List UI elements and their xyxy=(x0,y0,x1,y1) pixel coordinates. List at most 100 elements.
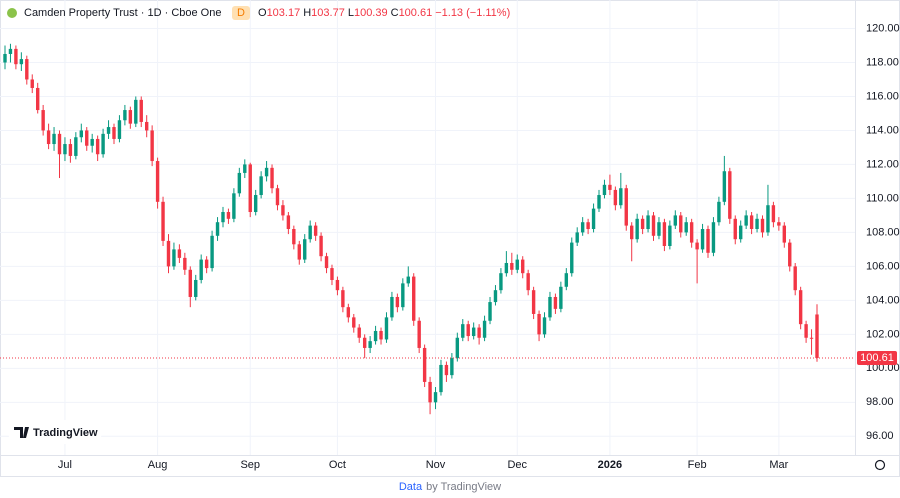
logo-bg xyxy=(8,420,102,444)
candle-body xyxy=(815,314,819,358)
last-price-tag xyxy=(857,350,897,365)
candle-body xyxy=(346,307,351,318)
candle-body xyxy=(281,205,285,216)
y-tick-label: 116.00 xyxy=(866,90,899,102)
candle-body xyxy=(172,249,176,267)
candle-body xyxy=(117,120,122,139)
candle-body xyxy=(471,327,476,337)
badge: D xyxy=(237,7,245,19)
candle-body xyxy=(183,257,187,270)
x-tick-label: Mar xyxy=(769,459,788,471)
y-tick-label: 112.00 xyxy=(866,158,899,170)
candle-body xyxy=(134,99,138,124)
candle-body xyxy=(68,144,73,156)
candle-body xyxy=(521,259,525,274)
candle-body xyxy=(379,330,383,340)
y-tick-label: 114.00 xyxy=(866,124,899,136)
settings-icon[interactable] xyxy=(874,459,886,471)
candle-body xyxy=(760,218,765,233)
candle-body xyxy=(619,188,623,206)
candle-body xyxy=(493,290,498,303)
symbol-logo xyxy=(7,8,17,18)
candle-body xyxy=(139,99,143,122)
footer-text: by TradingView xyxy=(426,481,501,493)
candle-body xyxy=(613,189,618,206)
candle-body xyxy=(253,195,258,213)
candle-body xyxy=(390,296,394,318)
candle-body xyxy=(433,392,438,403)
candle-body xyxy=(101,133,105,155)
candle-body xyxy=(788,242,792,267)
candle-body xyxy=(499,273,503,291)
candle-body xyxy=(793,266,797,291)
candle-body xyxy=(771,205,776,223)
x-tick-label: Dec xyxy=(507,459,527,471)
candle-body xyxy=(199,259,203,280)
plot xyxy=(0,43,855,415)
candle-body xyxy=(668,225,672,246)
candle-body xyxy=(733,218,737,240)
x-tick-label: Jul xyxy=(58,459,72,471)
change: −1.13 (−1.11%) xyxy=(435,7,510,19)
logo: TradingView xyxy=(8,420,102,444)
y-tick-label: 120.00 xyxy=(866,22,900,34)
candle-body xyxy=(417,320,421,348)
y-tick-label: 106.00 xyxy=(866,260,900,272)
candle-body xyxy=(461,324,465,338)
candle-body xyxy=(161,201,165,241)
candle-body xyxy=(580,222,585,233)
candle-body xyxy=(635,218,639,240)
candle-body xyxy=(412,276,416,321)
chart-frame xyxy=(0,0,900,477)
candle-body xyxy=(744,215,748,226)
candle-body xyxy=(79,130,83,138)
candle-body xyxy=(804,324,808,338)
candle-body xyxy=(204,259,209,269)
y-tick-label: 104.00 xyxy=(866,294,900,306)
candle-body xyxy=(504,262,509,274)
candle-body xyxy=(324,256,329,269)
candle-body xyxy=(259,176,263,196)
candle-body xyxy=(515,259,519,270)
candle-body xyxy=(303,239,307,260)
candle-body xyxy=(798,290,803,325)
candle-body xyxy=(123,110,127,121)
ohlc-value: 103.77 xyxy=(311,7,345,19)
candle-body xyxy=(624,188,628,226)
candle-body xyxy=(482,320,487,338)
ohlc-legend: O103.17 H103.77 L100.39 C100.61 −1.13 (−1.11… xyxy=(258,7,510,19)
y-tick-label: 102.00 xyxy=(866,328,900,340)
candle-body xyxy=(450,358,454,376)
candle-body xyxy=(782,225,787,243)
candle-body xyxy=(722,171,727,202)
candle-body xyxy=(406,276,410,284)
candle-body xyxy=(488,302,492,321)
ohlc-key: L xyxy=(348,7,354,19)
ohlc-value: 100.61 xyxy=(399,7,433,19)
candle-body xyxy=(531,290,536,314)
badge-bg xyxy=(232,6,250,20)
candle-body xyxy=(112,127,116,139)
ohlc-key: C xyxy=(391,7,399,19)
candle-body xyxy=(275,188,280,206)
candle-body xyxy=(728,171,732,219)
candle-body xyxy=(455,337,460,359)
candle-body xyxy=(215,222,220,236)
last-price-label: 100.61 xyxy=(860,352,894,364)
candle-body xyxy=(232,193,236,219)
candle-body xyxy=(270,167,274,189)
candle-body xyxy=(444,364,449,376)
candle-body xyxy=(41,110,45,131)
candle-body xyxy=(308,225,312,240)
candle-body xyxy=(19,59,24,65)
chart-title: Camden Property Trust · 1D · Cboe One xyxy=(24,7,221,19)
candle-body xyxy=(85,130,89,146)
candle-body xyxy=(428,381,432,403)
candle-body xyxy=(706,229,710,253)
footer-link[interactable]: Data xyxy=(399,481,423,493)
candle-body xyxy=(144,121,149,131)
candle-body xyxy=(717,201,721,223)
candle-body xyxy=(695,242,699,250)
candle-body xyxy=(608,184,612,190)
